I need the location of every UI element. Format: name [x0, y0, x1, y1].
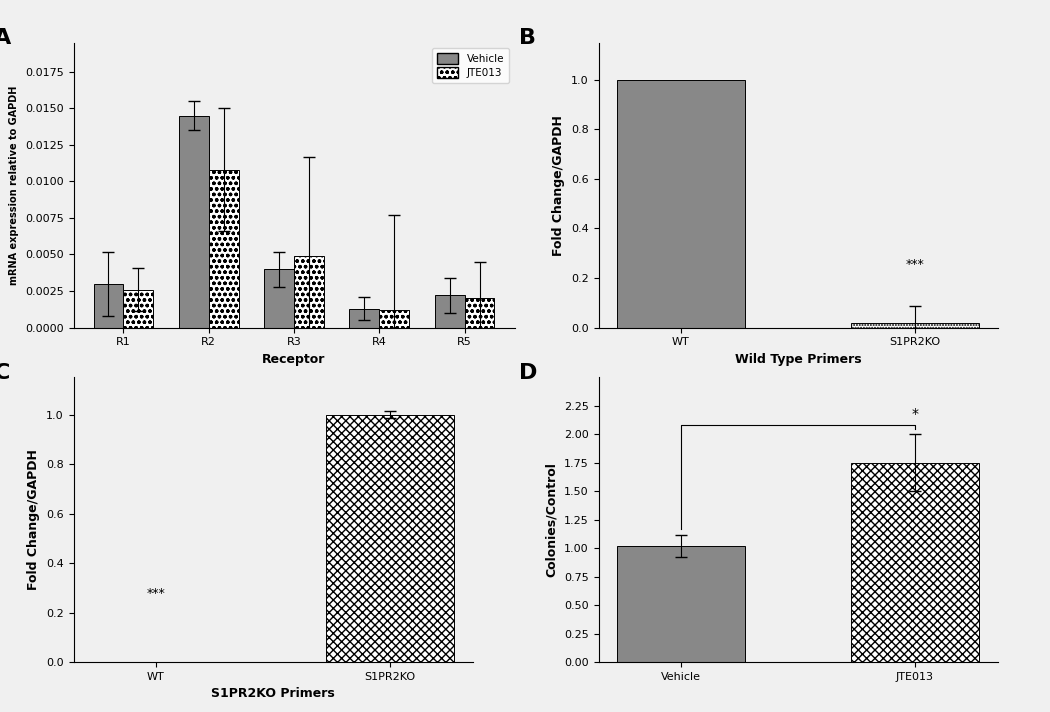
Bar: [326, 414, 455, 662]
Bar: [350, 308, 379, 328]
Y-axis label: Colonies/Control: Colonies/Control: [545, 462, 559, 577]
Bar: [178, 116, 209, 328]
Text: *: *: [911, 407, 919, 421]
X-axis label: Wild Type Primers: Wild Type Primers: [735, 353, 861, 366]
Bar: [616, 80, 745, 328]
Bar: [435, 295, 464, 328]
Bar: [379, 310, 410, 328]
Text: C: C: [0, 363, 10, 383]
Bar: [124, 290, 153, 328]
X-axis label: Receptor: Receptor: [262, 353, 326, 366]
Y-axis label: Fold Change/GAPDH: Fold Change/GAPDH: [27, 449, 41, 590]
Text: B: B: [519, 28, 536, 48]
Bar: [294, 256, 323, 328]
Bar: [209, 169, 238, 328]
Bar: [616, 546, 745, 662]
Y-axis label: mRNA expression relative to GAPDH: mRNA expression relative to GAPDH: [9, 85, 20, 285]
Text: ***: ***: [906, 258, 924, 271]
Bar: [464, 298, 495, 328]
Text: D: D: [519, 363, 538, 383]
Bar: [265, 269, 294, 328]
X-axis label: S1PR2KO Primers: S1PR2KO Primers: [211, 688, 335, 701]
Legend: Vehicle, JTE013: Vehicle, JTE013: [433, 48, 509, 83]
Text: ***: ***: [147, 587, 165, 600]
Y-axis label: Fold Change/GAPDH: Fold Change/GAPDH: [552, 115, 566, 256]
Bar: [850, 323, 980, 328]
Text: A: A: [0, 28, 12, 48]
Bar: [850, 463, 980, 662]
Bar: [93, 283, 124, 328]
